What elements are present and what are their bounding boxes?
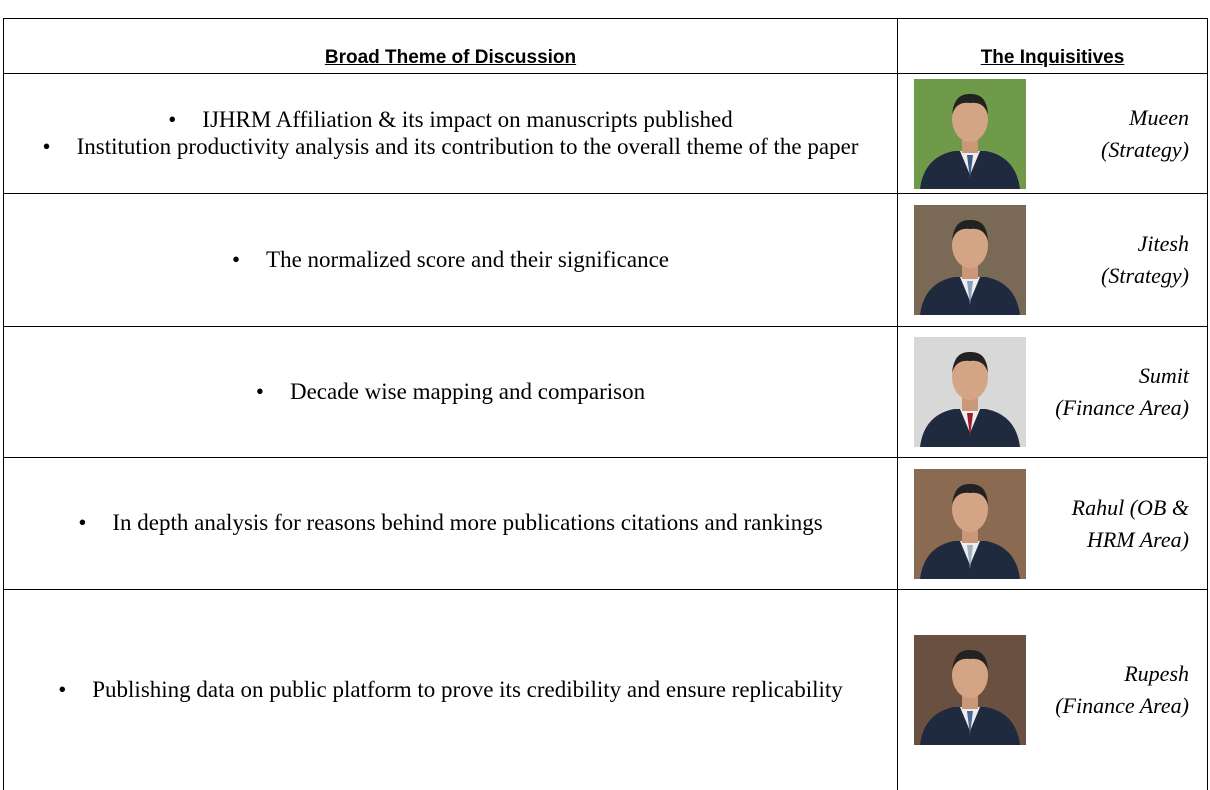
photo	[914, 634, 1026, 745]
person: Mueen (Strategy)	[898, 78, 1207, 189]
person-name: Jitesh (Strategy)	[1101, 231, 1189, 288]
person: Rahul (OB & HRM Area)	[898, 468, 1207, 579]
person-name: Mueen (Strategy)	[1101, 104, 1189, 162]
header-cell: Broad Theme of Discussion	[3, 18, 898, 74]
person-cell: Mueen (Strategy)	[897, 73, 1208, 194]
person: Rupesh (Finance Area)	[898, 634, 1207, 745]
theme-bullet: Publishing data on public platform to pr…	[34, 677, 867, 703]
table-row: Decade wise mapping and comparison Sumit…	[3, 326, 1208, 458]
person-name: Sumit (Finance Area)	[1055, 363, 1189, 420]
person-name: Rupesh (Finance Area)	[1055, 660, 1189, 718]
theme-cell: In depth analysis for reasons behind mor…	[3, 457, 898, 590]
photo	[914, 78, 1026, 189]
header-cell: The Inquisitives	[897, 18, 1208, 74]
theme-cell: IJHRM Affiliation & its impact on manusc…	[3, 73, 898, 194]
person: Jitesh (Strategy)	[898, 205, 1207, 315]
person: Sumit (Finance Area)	[898, 337, 1207, 447]
table-row: In depth analysis for reasons behind mor…	[3, 457, 1208, 590]
table-row: Publishing data on public platform to pr…	[3, 589, 1208, 790]
table-row: The normalized score and their significa…	[3, 193, 1208, 327]
header-row: Broad Theme of Discussion The Inquisitiv…	[3, 18, 1208, 74]
theme-bullet: Institution productivity analysis and it…	[34, 134, 867, 160]
theme-bullet: Decade wise mapping and comparison	[34, 379, 867, 405]
photo	[914, 468, 1026, 579]
theme-cell: Publishing data on public platform to pr…	[3, 589, 898, 790]
person-cell: Jitesh (Strategy)	[897, 193, 1208, 327]
theme-cell: The normalized score and their significa…	[3, 193, 898, 327]
theme-bullet: The normalized score and their significa…	[34, 247, 867, 273]
discussion-table: Broad Theme of Discussion The Inquisitiv…	[3, 18, 1208, 790]
theme-bullet: IJHRM Affiliation & its impact on manusc…	[34, 107, 867, 133]
table-row: IJHRM Affiliation & its impact on manusc…	[3, 73, 1208, 194]
person-cell: Sumit (Finance Area)	[897, 326, 1208, 458]
photo	[914, 205, 1026, 315]
photo	[914, 337, 1026, 447]
person-cell: Rupesh (Finance Area)	[897, 589, 1208, 790]
theme-bullet: In depth analysis for reasons behind mor…	[34, 510, 867, 536]
person-name: Rahul (OB & HRM Area)	[1071, 494, 1189, 552]
theme-cell: Decade wise mapping and comparison	[3, 326, 898, 458]
person-cell: Rahul (OB & HRM Area)	[897, 457, 1208, 590]
